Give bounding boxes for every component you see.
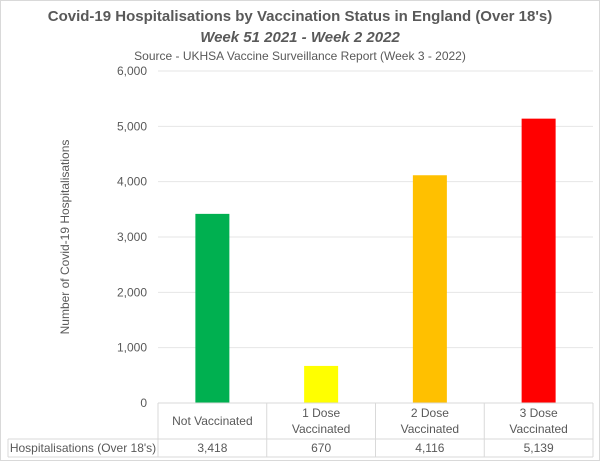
chart-subtitle: Week 51 2021 - Week 2 2022 xyxy=(200,29,400,46)
table-value: 4,116 xyxy=(415,441,445,455)
table-value: 3,418 xyxy=(197,441,228,455)
y-axis-label: Number of Covid-19 Hospitalisations xyxy=(58,140,72,335)
y-tick-label: 2,000 xyxy=(117,285,147,299)
bar xyxy=(521,118,556,403)
table-value: 5,139 xyxy=(523,441,554,455)
y-tick-label: 6,000 xyxy=(117,64,147,78)
x-tick-label: 1 Dose Vaccinated xyxy=(291,406,351,436)
y-tick-label: 1,000 xyxy=(117,341,147,355)
chart-source: Source - UKHSA Vaccine Surveillance Repo… xyxy=(134,49,466,63)
y-tick-label: 4,000 xyxy=(117,175,147,189)
bar xyxy=(412,175,447,403)
x-tick-label: 2 Dose Vaccinated xyxy=(400,406,460,436)
y-tick-label: 3,000 xyxy=(117,230,147,244)
table-series-label: Hospitalisations (Over 18's) xyxy=(9,441,157,455)
y-tick-label: 0 xyxy=(140,396,147,410)
x-tick-label: Not Vaccinated xyxy=(172,414,253,428)
bar xyxy=(195,213,230,403)
chart-title: Covid-19 Hospitalisations by Vaccination… xyxy=(47,8,553,25)
x-tick-label: 3 Dose Vaccinated xyxy=(509,406,568,436)
table-value: 670 xyxy=(311,441,332,455)
bar xyxy=(304,365,339,403)
y-tick-label: 5,000 xyxy=(117,119,147,133)
